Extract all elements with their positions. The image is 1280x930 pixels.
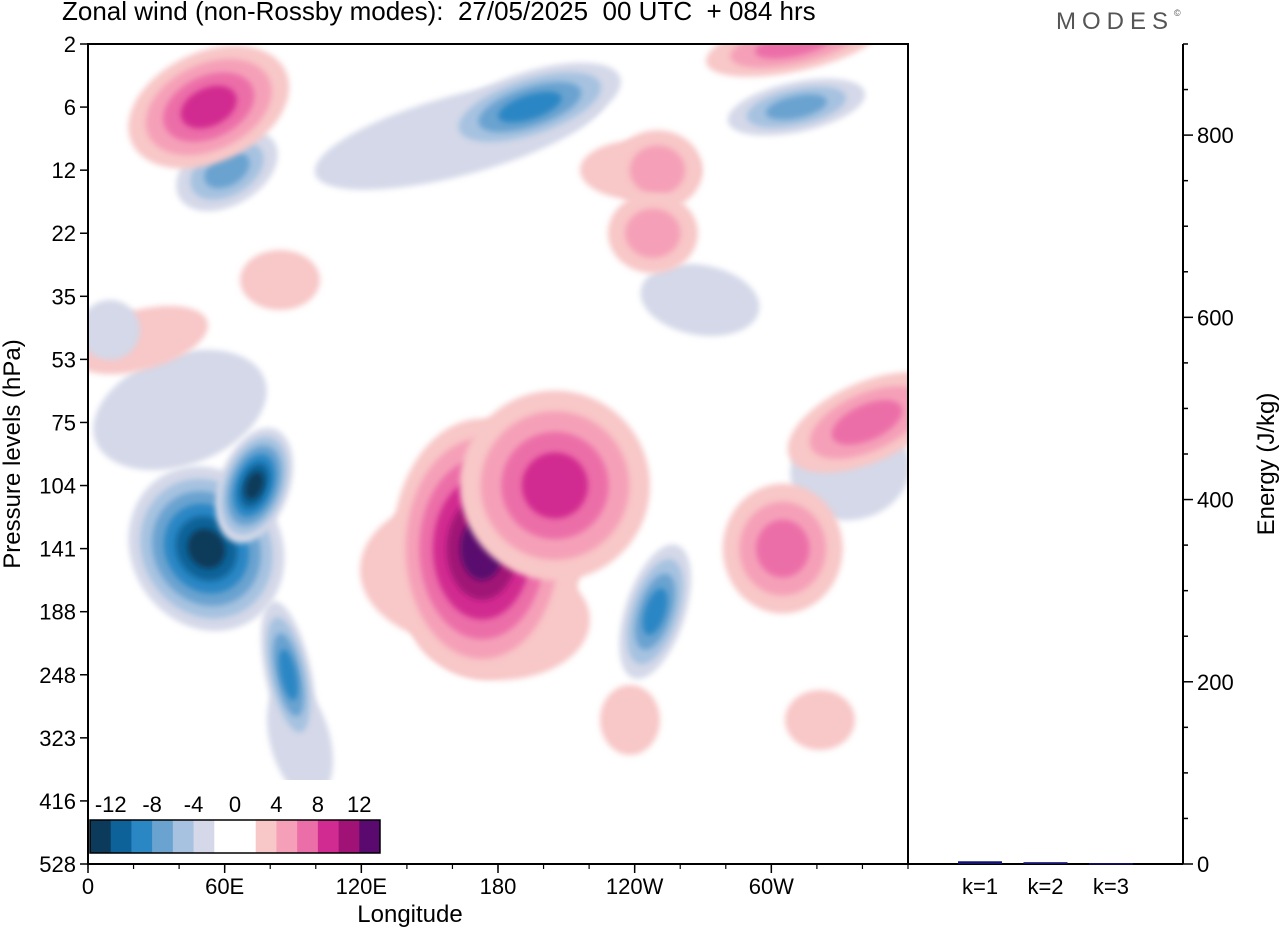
heatmap-feature-positive: [128, 45, 290, 169]
heatmap-contour-band: [756, 519, 810, 578]
energy-bar: [1088, 863, 1133, 865]
heatmap-feature-positive: [607, 193, 698, 274]
y-tick-label: 75: [52, 410, 76, 435]
heatmap-contour-band: [180, 85, 237, 129]
y-tick-label: 141: [39, 537, 76, 562]
energy-axis-label: Energy (J/kg): [1253, 393, 1280, 536]
chart-title: Zonal wind (non-Rossby modes): 27/05/202…: [62, 0, 816, 26]
colorbar-label: 4: [270, 792, 282, 817]
x-tick-label: 120W: [606, 874, 664, 899]
y-tick-label: 53: [52, 347, 76, 372]
x-tick-label: 60E: [205, 874, 244, 899]
y-tick-label: 323: [39, 726, 76, 751]
y-tick-label: 188: [39, 600, 76, 625]
energy-tick-label: 400: [1197, 488, 1234, 513]
colorbar-swatch: [131, 820, 153, 853]
modes-logo: MODES©: [1056, 8, 1181, 36]
heatmap-feature-positive: [722, 483, 843, 614]
energy-bar-chart: 0 200 400 600 800 Energy (J/kg) k=1 k=2 k=3: [907, 43, 1280, 899]
colorbar-frame: [89, 819, 381, 854]
energy-tick-label: 0: [1197, 852, 1209, 877]
colorbar: -12 -8 -4 0 4 8 12: [88, 780, 384, 862]
heatmap-contour-band: [642, 588, 668, 636]
heatmap-background-band: [240, 250, 320, 310]
heatmap-contour-band: [187, 528, 226, 569]
y-tick-label: 6: [64, 95, 76, 120]
bar-category-label: k=2: [1027, 874, 1063, 899]
colorbar-swatch: [90, 820, 112, 853]
heatmap-contour-band: [521, 452, 588, 519]
x-tick-label: 60W: [749, 874, 794, 899]
colorbar-swatch: [255, 820, 277, 853]
x-axis-label: Longitude: [357, 901, 462, 928]
y-tick-label: 2: [64, 32, 76, 57]
colorbar-label: 8: [312, 792, 324, 817]
colorbar-swatch: [172, 820, 194, 853]
y-tick-label: 22: [52, 221, 76, 246]
colorbar-swatch: [110, 820, 132, 853]
colorbar-label: -4: [184, 792, 204, 817]
heatmap-feature-negative: [727, 78, 866, 136]
y-tick-label: 12: [52, 158, 76, 183]
heatmap-contour-band: [629, 145, 686, 195]
energy-bar: [958, 861, 1003, 864]
colorbar-swatch: [297, 820, 319, 853]
heatmap-feature-negative: [619, 544, 691, 679]
colorbar-label: -12: [95, 792, 127, 817]
heatmap-field: [88, 44, 908, 799]
y-tick-label: 528: [39, 852, 76, 877]
energy-tick-label: 600: [1197, 305, 1234, 330]
heatmap-plot-area: [88, 44, 908, 864]
y-axis-label: Pressure levels (hPa): [0, 339, 26, 568]
heatmap-feature-negative: [215, 427, 294, 544]
y-tick-label: 416: [39, 789, 76, 814]
heatmap-feature-negative: [438, 62, 621, 152]
energy-bar: [1023, 862, 1068, 864]
y-tick-label: 104: [39, 474, 76, 499]
heatmap-background-band: [88, 300, 140, 360]
colorbar-swatch: [193, 820, 215, 853]
heatmap-contour-band: [278, 649, 298, 701]
y-tick-label: 35: [52, 284, 76, 309]
heatmap-feature-positive: [459, 390, 650, 581]
colorbar-label: 12: [347, 792, 371, 817]
x-tick-label: 0: [82, 874, 94, 899]
bar-category-label: k=3: [1093, 874, 1129, 899]
y-tick-label: 248: [39, 663, 76, 688]
heatmap-contour-band: [831, 400, 903, 445]
colorbar-swatch: [214, 820, 236, 853]
colorbar-swatch: [338, 820, 360, 853]
modes-logo-text: MODES: [1056, 8, 1175, 35]
heatmap-feature-positive: [787, 372, 908, 473]
x-tick-label: 180: [480, 874, 517, 899]
heatmap-background-band: [785, 690, 855, 750]
heatmap-contour-band: [765, 94, 827, 120]
heatmap-background-band: [93, 349, 267, 471]
energy-tick-label: 800: [1197, 123, 1234, 148]
heatmap-feature-negative: [261, 601, 316, 749]
colorbar-swatch: [152, 820, 174, 853]
heatmap-background-band: [640, 263, 760, 337]
heatmap-contour-band: [244, 471, 264, 500]
bar-category-label: k=1: [962, 874, 998, 899]
colorbar-swatch: [359, 820, 381, 853]
heatmap-background-band: [600, 685, 660, 755]
colorbar-swatch: [235, 820, 257, 853]
logo-mark: ©: [1174, 8, 1181, 18]
colorbar-swatch: [317, 820, 339, 853]
x-tick-label: 120E: [336, 874, 387, 899]
colorbar-label: -8: [142, 792, 162, 817]
colorbar-label: 0: [229, 792, 241, 817]
heatmap-feature-positive: [612, 130, 703, 211]
energy-tick-label: 200: [1197, 670, 1234, 695]
colorbar-swatch: [276, 820, 298, 853]
heatmap-contour-band: [625, 208, 681, 258]
heatmap-contour-band: [498, 91, 562, 123]
